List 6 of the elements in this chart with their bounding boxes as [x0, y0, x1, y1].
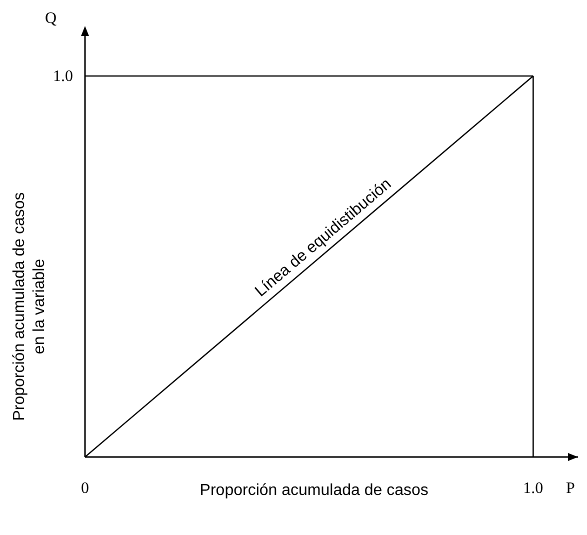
- text: 1.0: [53, 68, 73, 85]
- y-axis-title: Proporción acumulada de casos en la variable: [11, 192, 48, 421]
- x-tick-label: 0: [81, 480, 89, 497]
- text: Q: [45, 10, 57, 27]
- text: P: [566, 480, 575, 497]
- x-axis-title: Proporción acumulada de casos: [200, 482, 428, 499]
